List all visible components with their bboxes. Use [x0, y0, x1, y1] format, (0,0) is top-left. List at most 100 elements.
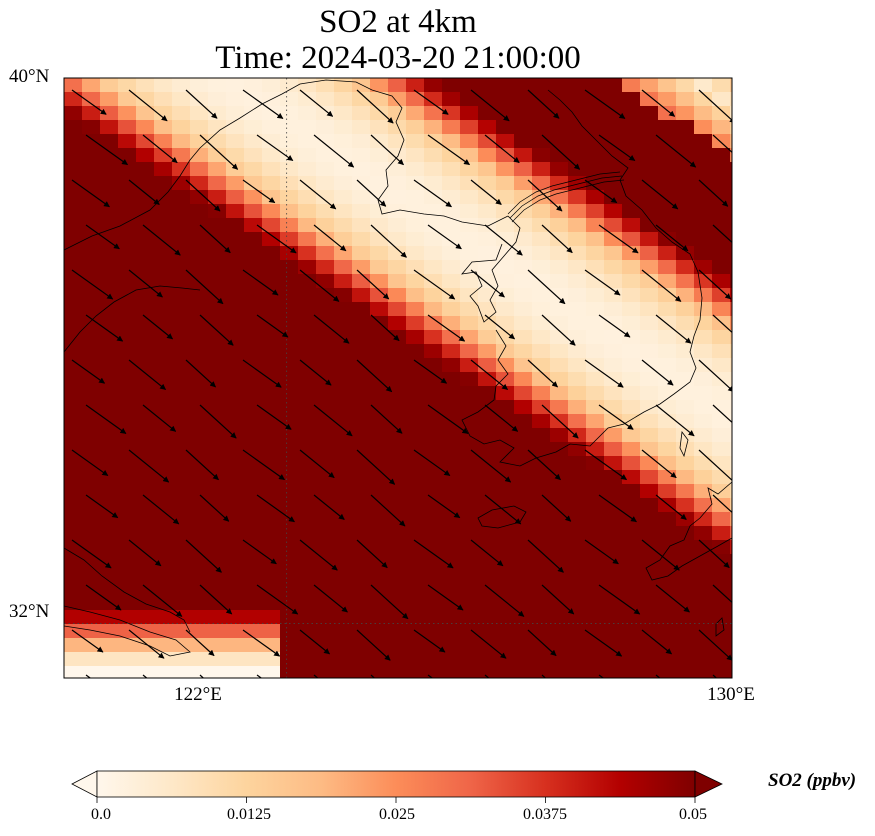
so2-cell	[424, 78, 443, 93]
so2-cell	[262, 162, 281, 177]
so2-cell	[478, 176, 497, 191]
map-frame	[63, 77, 733, 679]
wind-arrow	[313, 494, 345, 520]
so2-cell	[118, 302, 137, 317]
so2-cell	[424, 358, 443, 373]
so2-cell	[712, 498, 731, 513]
so2-cell	[64, 344, 83, 359]
so2-cell	[442, 176, 461, 191]
so2-cell	[730, 316, 732, 331]
so2-cell	[208, 442, 227, 457]
so2-cell	[82, 470, 101, 485]
so2-cell	[154, 260, 173, 275]
so2-cell	[136, 120, 155, 135]
so2-cell	[64, 568, 83, 583]
so2-cell	[532, 162, 551, 177]
wind-arrow	[85, 584, 122, 611]
wind-arrow	[71, 539, 112, 569]
so2-cell	[712, 358, 731, 373]
so2-cell	[100, 344, 119, 359]
so2-cell	[244, 176, 263, 191]
so2-cell	[406, 582, 425, 597]
so2-cell	[712, 120, 731, 135]
so2-cell	[424, 526, 443, 541]
so2-cell	[352, 428, 371, 443]
so2-cell	[406, 414, 425, 429]
so2-cell	[262, 386, 281, 401]
so2-cell	[640, 218, 659, 233]
so2-cell	[154, 386, 173, 401]
so2-cell	[136, 428, 155, 443]
so2-cell	[442, 400, 461, 415]
so2-cell	[604, 120, 623, 135]
so2-cell	[316, 526, 335, 541]
so2-cell	[676, 414, 695, 429]
so2-cell	[730, 582, 732, 597]
so2-cell	[262, 358, 281, 373]
so2-cell	[334, 274, 353, 289]
so2-cell	[568, 526, 587, 541]
so2-cell	[352, 638, 371, 653]
so2-cell	[154, 652, 173, 667]
so2-cell	[406, 92, 425, 107]
so2-cell	[712, 344, 731, 359]
so2-cell	[532, 512, 551, 527]
so2-cell	[208, 568, 227, 583]
so2-cell	[190, 106, 209, 121]
so2-cell	[532, 106, 551, 121]
so2-cell	[100, 204, 119, 219]
so2-cell	[208, 498, 227, 513]
so2-cell	[478, 554, 497, 569]
so2-cell	[190, 442, 209, 457]
so2-cell	[262, 204, 281, 219]
so2-cell	[82, 218, 101, 233]
so2-cell	[226, 358, 245, 373]
so2-cell	[244, 120, 263, 135]
wind-arrow	[598, 404, 634, 430]
so2-cell	[478, 218, 497, 233]
so2-cell	[298, 526, 317, 541]
so2-cell	[604, 638, 623, 653]
so2-cell	[730, 386, 732, 401]
so2-cell	[244, 218, 263, 233]
so2-cell	[424, 512, 443, 527]
so2-cell	[280, 638, 299, 653]
so2-cell	[298, 288, 317, 303]
so2-cell	[658, 330, 677, 345]
so2-cell	[406, 442, 425, 457]
so2-cell	[172, 512, 191, 527]
so2-cell	[694, 400, 713, 415]
so2-cell	[154, 568, 173, 583]
so2-cell	[478, 666, 497, 678]
so2-cell	[604, 106, 623, 121]
so2-cell	[226, 204, 245, 219]
so2-cell	[568, 554, 587, 569]
so2-cell	[406, 330, 425, 345]
so2-cell	[586, 302, 605, 317]
so2-cell	[424, 540, 443, 555]
so2-cell	[172, 428, 191, 443]
so2-cell	[568, 512, 587, 527]
so2-cell	[262, 120, 281, 135]
so2-cell	[208, 260, 227, 275]
wind-arrow	[655, 584, 690, 613]
so2-cell	[172, 218, 191, 233]
so2-cell	[676, 540, 695, 555]
so2-cell	[478, 428, 497, 443]
so2-cell	[640, 330, 659, 345]
so2-cell	[208, 274, 227, 289]
so2-cell	[136, 134, 155, 149]
so2-cell	[658, 218, 677, 233]
so2-cell	[658, 568, 677, 583]
so2-cell	[244, 330, 263, 345]
so2-cell	[676, 358, 695, 373]
wind-arrow	[641, 539, 680, 571]
so2-cell	[388, 400, 407, 415]
so2-cell	[730, 134, 732, 149]
wind-arrow	[527, 539, 564, 573]
so2-cell	[280, 470, 299, 485]
so2-cell	[172, 540, 191, 555]
so2-cell	[568, 302, 587, 317]
so2-cell	[496, 568, 515, 583]
so2-cell	[478, 204, 497, 219]
